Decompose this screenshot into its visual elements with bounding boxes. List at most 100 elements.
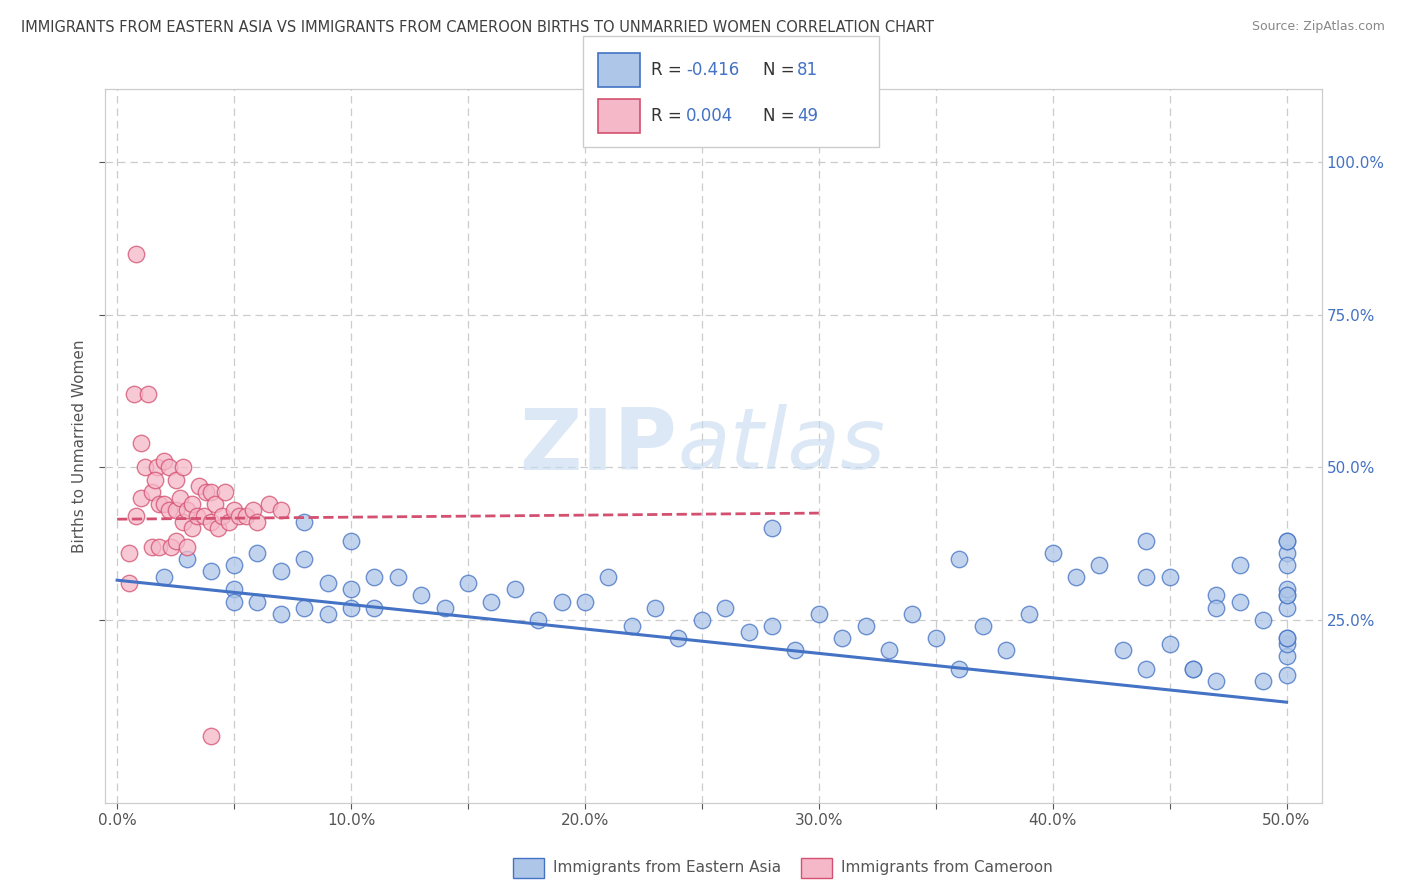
Point	[214, 484, 236, 499]
Point	[292, 551, 315, 566]
Point	[165, 503, 187, 517]
Point	[195, 484, 218, 499]
Point	[153, 570, 176, 584]
Point	[1275, 631, 1298, 645]
Point	[1205, 600, 1227, 615]
Point	[363, 570, 385, 584]
Point	[1275, 582, 1298, 597]
Point	[1135, 533, 1157, 548]
Point	[1275, 637, 1298, 651]
Point	[1275, 631, 1298, 645]
Point	[125, 509, 148, 524]
Text: 0.004: 0.004	[686, 107, 734, 125]
Text: IMMIGRANTS FROM EASTERN ASIA VS IMMIGRANTS FROM CAMEROON BIRTHS TO UNMARRIED WOM: IMMIGRANTS FROM EASTERN ASIA VS IMMIGRAN…	[21, 20, 934, 35]
Point	[270, 564, 292, 578]
Point	[165, 473, 187, 487]
Point	[340, 582, 363, 597]
Point	[235, 509, 257, 524]
Point	[222, 582, 245, 597]
Point	[129, 436, 152, 450]
Point	[246, 546, 269, 560]
Point	[129, 491, 152, 505]
Text: -0.416: -0.416	[686, 61, 740, 78]
Point	[1275, 546, 1298, 560]
Point	[1251, 613, 1274, 627]
Point	[527, 613, 550, 627]
Point	[457, 576, 479, 591]
Point	[200, 484, 222, 499]
Point	[218, 515, 240, 529]
Point	[246, 515, 269, 529]
Point	[1275, 667, 1298, 681]
Point	[644, 600, 666, 615]
Point	[1135, 570, 1157, 584]
Point	[153, 454, 176, 468]
Point	[1042, 546, 1064, 560]
Text: N =: N =	[763, 61, 800, 78]
Point	[136, 387, 159, 401]
Point	[134, 460, 156, 475]
Point	[761, 619, 783, 633]
Point	[479, 594, 502, 608]
Point	[193, 509, 215, 524]
Point	[1182, 662, 1205, 676]
Point	[292, 600, 315, 615]
Point	[172, 515, 194, 529]
Point	[433, 600, 456, 615]
Point	[690, 613, 713, 627]
Point	[994, 643, 1017, 657]
Point	[1182, 662, 1205, 676]
Point	[1275, 589, 1298, 603]
Point	[1229, 594, 1251, 608]
Point	[148, 540, 170, 554]
Point	[176, 540, 198, 554]
Point	[1018, 607, 1040, 621]
Point	[1112, 643, 1135, 657]
Point	[148, 497, 170, 511]
Point	[186, 509, 208, 524]
Point	[270, 607, 292, 621]
Text: R =: R =	[651, 107, 688, 125]
Point	[160, 540, 183, 554]
Point	[222, 558, 245, 572]
Point	[204, 497, 226, 511]
Point	[242, 503, 264, 517]
Point	[270, 503, 292, 517]
Point	[118, 576, 141, 591]
Point	[855, 619, 877, 633]
Point	[948, 551, 970, 566]
Point	[761, 521, 783, 535]
Point	[181, 497, 204, 511]
Point	[125, 247, 148, 261]
Point	[257, 497, 280, 511]
Text: 49: 49	[797, 107, 818, 125]
Point	[157, 460, 180, 475]
Point	[340, 533, 363, 548]
Text: Immigrants from Cameroon: Immigrants from Cameroon	[841, 861, 1053, 875]
Point	[363, 600, 385, 615]
Point	[1229, 558, 1251, 572]
Point	[246, 594, 269, 608]
Point	[143, 473, 166, 487]
Point	[411, 589, 433, 603]
Text: N =: N =	[763, 107, 800, 125]
Point	[1088, 558, 1111, 572]
Point	[1251, 673, 1274, 688]
Point	[1205, 589, 1227, 603]
Point	[901, 607, 924, 621]
Point	[574, 594, 596, 608]
Point	[1064, 570, 1087, 584]
Text: R =: R =	[651, 61, 688, 78]
Point	[831, 631, 853, 645]
Point	[172, 460, 194, 475]
Point	[1275, 649, 1298, 664]
Point	[1275, 589, 1298, 603]
Point	[169, 491, 191, 505]
Point	[181, 521, 204, 535]
Point	[146, 460, 169, 475]
Point	[1159, 637, 1181, 651]
Point	[1275, 558, 1298, 572]
Point	[877, 643, 900, 657]
Point	[122, 387, 145, 401]
Point	[387, 570, 409, 584]
